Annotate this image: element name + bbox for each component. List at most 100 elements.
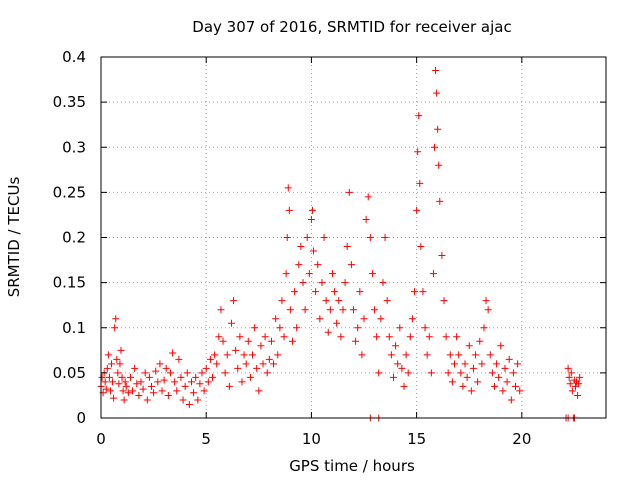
data-point <box>427 369 435 377</box>
y-tick-label: 0.3 <box>62 138 86 156</box>
data-point <box>183 369 191 377</box>
data-point <box>98 373 106 381</box>
data-point <box>288 337 296 345</box>
data-point <box>335 297 343 305</box>
data-point <box>242 360 250 368</box>
data-point <box>411 288 419 296</box>
data-point <box>435 161 443 169</box>
data-point <box>459 382 467 390</box>
data-point <box>253 364 261 372</box>
data-point <box>111 324 119 332</box>
data-point <box>364 193 372 201</box>
data-point <box>265 355 273 363</box>
data-point <box>156 360 164 368</box>
data-point <box>185 400 193 408</box>
data-point <box>126 373 134 381</box>
data-point <box>478 360 486 368</box>
data-point <box>413 206 421 214</box>
data-point <box>215 333 223 341</box>
data-point <box>495 373 503 381</box>
data-point <box>328 270 336 278</box>
data-point <box>284 184 292 192</box>
data-point <box>362 215 370 223</box>
data-point <box>249 351 256 359</box>
data-point <box>133 380 141 388</box>
data-point <box>354 324 362 332</box>
data-point <box>213 360 221 368</box>
data-point <box>337 333 345 341</box>
data-point <box>339 306 347 314</box>
data-point <box>383 297 391 305</box>
data-point <box>175 355 183 363</box>
data-point <box>110 394 118 402</box>
data-point <box>457 369 465 377</box>
data-point <box>392 342 400 350</box>
data-point <box>360 315 368 323</box>
data-point <box>164 391 172 399</box>
data-point <box>293 324 301 332</box>
data-point <box>257 342 265 350</box>
data-point <box>118 373 126 381</box>
data-point <box>318 279 326 287</box>
data-point <box>282 270 290 278</box>
data-point <box>135 391 143 399</box>
data-point <box>566 380 574 388</box>
data-point <box>196 380 204 388</box>
x-tick-label: 5 <box>201 430 211 448</box>
data-point <box>139 385 147 393</box>
data-point <box>326 306 334 314</box>
data-point <box>358 351 366 359</box>
data-point <box>347 261 355 269</box>
data-point <box>143 396 151 404</box>
axis-ticks <box>100 56 606 419</box>
x-tick-label: 10 <box>302 430 321 448</box>
data-point <box>122 382 130 390</box>
data-point <box>423 351 431 359</box>
y-tick-label: 0.15 <box>53 274 86 292</box>
data-point <box>331 288 339 296</box>
data-point <box>113 355 121 363</box>
x-tick-label: 15 <box>407 430 426 448</box>
data-point <box>486 351 494 359</box>
data-point <box>472 351 480 359</box>
data-point <box>305 270 313 278</box>
data-point <box>408 315 416 323</box>
y-tick-label: 0.2 <box>62 229 86 247</box>
chart-title: Day 307 of 2016, SRMTID for receiver aja… <box>192 18 511 36</box>
data-point <box>419 288 427 296</box>
data-point <box>345 188 353 196</box>
data-point <box>512 382 520 390</box>
data-point <box>324 328 332 336</box>
y-tick-labels: 0 0.05 0.1 0.15 0.2 0.25 0.3 0.35 0.4 <box>53 48 86 427</box>
data-point <box>204 378 212 386</box>
data-point <box>442 333 450 341</box>
data-point <box>394 360 402 368</box>
data-point <box>314 261 322 269</box>
data-point <box>160 376 168 384</box>
data-point <box>416 179 424 187</box>
data-point <box>232 346 240 354</box>
data-point <box>270 360 278 368</box>
data-point <box>223 351 231 359</box>
data-point <box>507 396 515 404</box>
data-point <box>480 324 488 332</box>
y-tick-label: 0.05 <box>53 364 86 382</box>
data-point <box>404 369 412 377</box>
data-point <box>467 387 475 395</box>
y-tick-label: 0.35 <box>53 93 86 111</box>
data-point <box>112 315 120 323</box>
data-point <box>129 387 137 395</box>
data-point <box>154 378 162 386</box>
data-point <box>104 351 112 359</box>
data-point <box>568 387 576 395</box>
data-point <box>505 355 513 363</box>
x-tick-label: 20 <box>512 430 531 448</box>
data-point <box>236 333 244 341</box>
data-point <box>333 319 341 327</box>
data-point <box>301 306 309 314</box>
data-point <box>131 364 139 372</box>
data-point <box>488 369 496 377</box>
data-point <box>469 364 477 372</box>
data-point <box>177 373 185 381</box>
data-point <box>209 373 217 381</box>
